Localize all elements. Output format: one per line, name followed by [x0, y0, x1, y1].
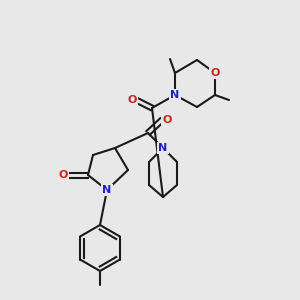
- Text: O: O: [127, 95, 137, 105]
- Text: O: O: [162, 115, 172, 125]
- Text: O: O: [210, 68, 220, 78]
- Text: N: N: [158, 143, 168, 153]
- Text: N: N: [170, 90, 180, 100]
- Text: N: N: [102, 185, 112, 195]
- Text: O: O: [58, 170, 68, 180]
